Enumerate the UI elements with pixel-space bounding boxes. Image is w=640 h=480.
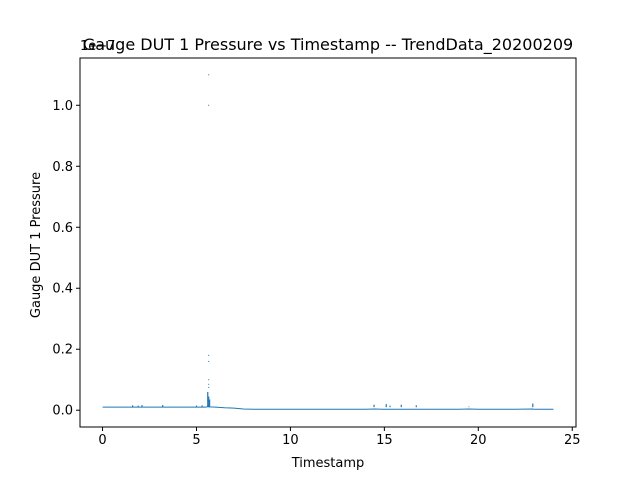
series-line-0 — [102, 406, 554, 410]
x-tick-label-4: 20 — [470, 433, 487, 448]
y-tick-label-4: 0.8 — [52, 160, 73, 175]
y-tick-label-0: 0.0 — [52, 404, 73, 419]
x-tick-label-0: 0 — [98, 433, 106, 448]
outlier-point-5 — [208, 383, 210, 385]
plot-area — [102, 74, 554, 410]
x-tick-label-3: 15 — [376, 433, 393, 448]
y-tick-label-3: 0.6 — [52, 221, 73, 236]
outlier-point-6 — [208, 386, 210, 388]
outlier-point-1 — [208, 104, 210, 106]
x-tick-label-2: 10 — [282, 433, 299, 448]
y-tick-label-2: 0.4 — [52, 282, 73, 297]
x-tick-label-5: 25 — [564, 433, 581, 448]
x-axis: 0 5 10 15 20 25 — [98, 427, 581, 448]
y-axis: 0.0 0.2 0.4 0.6 0.8 1.0 — [52, 99, 80, 419]
chart-title: Gauge DUT 1 Pressure vs Timestamp -- Tre… — [83, 35, 573, 55]
x-axis-title: Timestamp — [291, 456, 365, 471]
outlier-point-0 — [208, 74, 210, 76]
axes-frame — [79, 57, 577, 428]
y-tick-label-1: 0.2 — [52, 343, 73, 358]
y-tick-label-5: 1.0 — [52, 99, 73, 114]
y-axis-title: Gauge DUT 1 Pressure — [29, 172, 44, 318]
outlier-point-4 — [208, 379, 210, 381]
outlier-point-2 — [208, 354, 210, 356]
y-offset-label: 1e−7 — [80, 39, 115, 54]
outlier-point-3 — [208, 360, 210, 362]
x-tick-label-1: 5 — [192, 433, 200, 448]
